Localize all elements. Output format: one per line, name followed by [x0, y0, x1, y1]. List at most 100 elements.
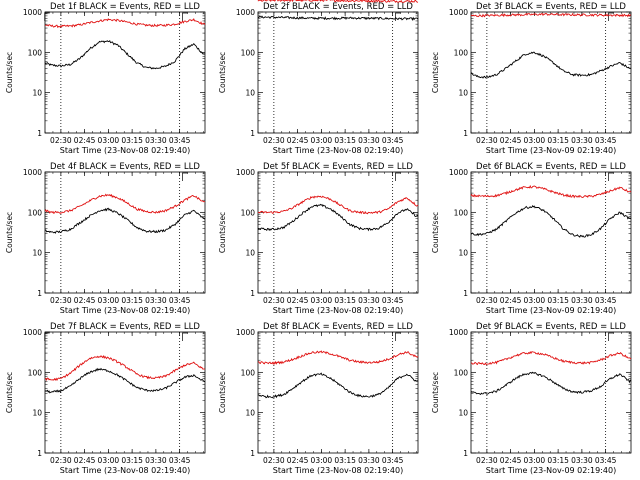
chart-svg: Det 3f BLACK = Events, RED = LLD 1 10 100 10…: [431, 2, 632, 155]
series-line-lld: [470, 184, 632, 199]
x-tick-label: 02:30: [50, 456, 72, 465]
x-tick-label: 03:30: [358, 136, 380, 145]
y-tick-label: 100: [454, 208, 469, 217]
y-tick-label: 1000: [449, 8, 468, 17]
x-tick-label: 03:00: [524, 136, 546, 145]
chart-svg: Det 5f BLACK = Events, RED = LLD 1 10 100 10…: [218, 162, 419, 315]
interval-marker: [182, 332, 188, 341]
x-tick-label: 02:45: [74, 136, 96, 145]
y-tick-label: 1: [37, 129, 42, 138]
chart-title: Det 7f BLACK = Events, RED = LLD: [50, 322, 200, 332]
x-tick-label: 03:00: [311, 296, 333, 305]
x-tick-label: 02:30: [50, 136, 72, 145]
chart-title: Det 5f BLACK = Events, RED = LLD: [263, 162, 413, 172]
x-tick-label: 02:45: [500, 296, 522, 305]
y-axis-label: Counts/sec: [431, 372, 440, 413]
x-tick-label: 02:30: [476, 136, 498, 145]
x-tick-label: 02:45: [74, 456, 96, 465]
x-tick-label: 03:30: [145, 296, 167, 305]
series-line-events: [44, 207, 206, 234]
plot-frame: [44, 11, 206, 134]
interval-marker: [395, 332, 401, 341]
y-tick-label: 1: [37, 289, 42, 298]
series-line-events: [257, 372, 419, 399]
chart-svg: Det 4f BLACK = Events, RED = LLD 1 10 100 10…: [5, 162, 206, 315]
x-tick-label: 03:30: [145, 456, 167, 465]
series-line-lld: [257, 350, 419, 366]
plot-frame: [44, 171, 206, 294]
y-tick-label: 10: [32, 249, 42, 258]
chart-svg: Det 1f BLACK = Events, RED = LLD 1 10 100 10…: [5, 2, 206, 155]
y-tick-label: 1000: [236, 168, 255, 177]
y-tick-label: 10: [245, 409, 255, 418]
x-tick-label: 03:30: [358, 296, 380, 305]
x-tick-label: 03:15: [547, 296, 569, 305]
chart-svg: Det 6f BLACK = Events, RED = LLD 1 10 100 10…: [431, 162, 632, 315]
plot-frame: [470, 171, 632, 294]
detector-panel-9: Det 9f BLACK = Events, RED = LLD 1 10 100 10…: [426, 320, 639, 480]
plot-frame: [257, 171, 419, 294]
chart-svg: Det 7f BLACK = Events, RED = LLD 1 10 100 10…: [5, 322, 206, 475]
y-tick-label: 10: [458, 249, 468, 258]
x-tick-label: 03:30: [571, 296, 593, 305]
plot-frame: [44, 331, 206, 454]
y-tick-label: 10: [245, 89, 255, 98]
x-tick-label: 03:00: [98, 296, 120, 305]
x-axis-label: Start Time (23-Nov-09 02:19:40): [486, 146, 616, 155]
y-tick-label: 1000: [23, 8, 42, 17]
y-tick-label: 10: [32, 89, 42, 98]
chart-svg: Det 8f BLACK = Events, RED = LLD 1 10 100 10…: [218, 322, 419, 475]
chart-title: Det 3f BLACK = Events, RED = LLD: [476, 2, 626, 12]
series-line-lld: [470, 12, 632, 18]
x-tick-label: 02:30: [476, 296, 498, 305]
y-tick-label: 1000: [23, 328, 42, 337]
y-tick-label: 10: [32, 409, 42, 418]
x-tick-label: 02:45: [500, 456, 522, 465]
plot-frame: [257, 331, 419, 454]
interval-marker: [182, 172, 188, 181]
x-tick-label: 03:45: [382, 296, 404, 305]
series-line-lld: [44, 354, 205, 382]
chart-title: Det 9f BLACK = Events, RED = LLD: [476, 322, 626, 332]
x-tick-label: 02:30: [476, 456, 498, 465]
x-tick-label: 03:45: [595, 136, 617, 145]
x-tick-label: 03:45: [595, 296, 617, 305]
y-tick-label: 100: [241, 48, 256, 57]
series-line-lld: [257, 195, 419, 215]
detector-panel-6: Det 6f BLACK = Events, RED = LLD 1 10 100 10…: [426, 160, 639, 320]
x-tick-label: 02:45: [500, 136, 522, 145]
detector-panel-1: Det 1f BLACK = Events, RED = LLD 1 10 100 10…: [0, 0, 213, 160]
y-tick-label: 100: [28, 48, 43, 57]
detector-panel-3: Det 3f BLACK = Events, RED = LLD 1 10 100 10…: [426, 0, 639, 160]
series-line-lld: [257, 0, 419, 3]
chart-title: Det 2f BLACK = Events, RED = LLD: [263, 2, 413, 12]
chart-title: Det 1f BLACK = Events, RED = LLD: [50, 2, 200, 12]
x-tick-label: 03:00: [524, 456, 546, 465]
interval-marker: [182, 12, 188, 21]
x-tick-label: 03:00: [98, 456, 120, 465]
x-tick-label: 02:30: [263, 296, 285, 305]
y-tick-label: 100: [241, 368, 256, 377]
x-axis-label: Start Time (23-Nov-09 02:19:40): [486, 466, 616, 475]
y-axis-label: Counts/sec: [431, 212, 440, 253]
x-tick-label: 03:45: [169, 456, 191, 465]
interval-marker: [44, 332, 50, 341]
y-tick-label: 1: [463, 449, 468, 458]
x-axis-label: Start Time (23-Nov-08 02:19:40): [273, 306, 403, 315]
x-tick-label: 03:45: [595, 456, 617, 465]
x-tick-label: 03:45: [382, 456, 404, 465]
detector-panel-4: Det 4f BLACK = Events, RED = LLD 1 10 100 10…: [0, 160, 213, 320]
x-tick-label: 03:15: [121, 136, 143, 145]
y-tick-label: 1: [463, 129, 468, 138]
y-tick-label: 100: [241, 208, 256, 217]
detector-panel-7: Det 7f BLACK = Events, RED = LLD 1 10 100 10…: [0, 320, 213, 480]
chart-svg: Det 2f BLACK = Events, RED = LLD 1 10 100 10…: [218, 0, 419, 155]
series-line-lld: [44, 193, 205, 214]
interval-marker: [608, 332, 614, 341]
chart-title: Det 6f BLACK = Events, RED = LLD: [476, 162, 626, 172]
x-tick-label: 03:15: [334, 136, 356, 145]
y-tick-label: 10: [458, 89, 468, 98]
y-tick-label: 100: [454, 368, 469, 377]
x-tick-label: 03:15: [121, 296, 143, 305]
y-tick-label: 1: [463, 289, 468, 298]
